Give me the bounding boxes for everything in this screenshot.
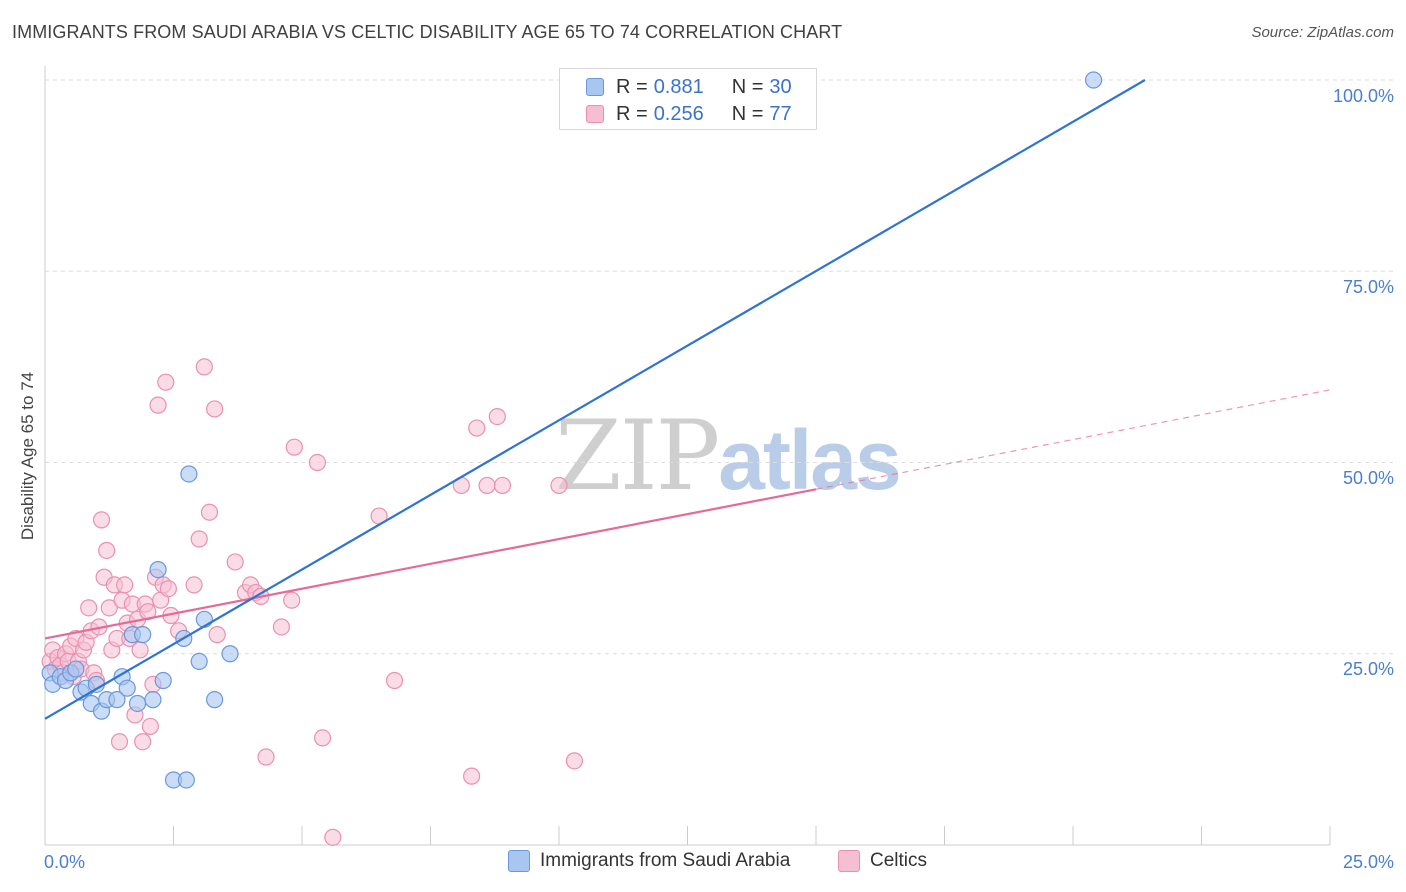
saudi-point (180, 465, 198, 483)
y-tick-label-25: 25.0% (1342, 659, 1394, 679)
legend-r-label: R = (616, 102, 648, 125)
saudi-point (221, 645, 239, 663)
saudi-point (67, 660, 85, 678)
celtics-point (195, 358, 213, 376)
celtics-point (283, 591, 301, 609)
saudi-point (154, 671, 172, 690)
legend-row-saudi: R = 0.881 N = 30 (586, 75, 792, 99)
celtics-point (208, 626, 226, 644)
saudi-point (108, 691, 126, 709)
bottom-legend-celtics: Celtics (838, 850, 927, 872)
saudi-point (195, 610, 213, 628)
celtics-point (98, 541, 116, 560)
saudi-point (1084, 71, 1103, 89)
celtics-point (313, 729, 332, 747)
legend-n-value: 30 (769, 75, 792, 98)
celtics-point (550, 476, 568, 495)
saudi-trend-line (44, 79, 1146, 720)
celtics-point (308, 453, 327, 472)
celtics-point (488, 408, 506, 426)
legend-row-celtics: R = 0.256 N = 77 (586, 102, 792, 126)
bottom-legend-swatch-blue (508, 850, 530, 872)
celtics-point (92, 511, 111, 529)
legend-r-value: 0.881 (653, 75, 704, 98)
saudi-point (177, 771, 195, 789)
celtics-point (159, 580, 177, 598)
celtics-point (134, 733, 152, 751)
celtics-point (324, 828, 342, 846)
y-tick-label-75: 75.0% (1342, 277, 1394, 297)
saudi-point (118, 679, 136, 697)
watermark: ZIPatlas (555, 400, 902, 512)
celtics-point (80, 599, 98, 617)
legend: R = 0.881 N = 30 R = 0.256 N = 77 (559, 68, 817, 130)
legend-n-label: N = (731, 75, 764, 98)
source-label: Source: ZipAtlas.com (1251, 24, 1394, 41)
celtics-point (468, 419, 486, 437)
legend-swatch-blue (586, 78, 604, 96)
bottom-legend-swatch-pink (838, 850, 860, 872)
watermark-zip: ZIP (555, 400, 720, 512)
chart-title: IMMIGRANTS FROM SAUDI ARABIA VS CELTIC D… (12, 22, 843, 42)
celtics-point (272, 618, 291, 636)
legend-n-label: N = (731, 102, 764, 125)
celtics-point (116, 576, 134, 594)
legend-r-value: 0.256 (653, 102, 704, 125)
celtics-point (206, 400, 224, 418)
celtics-trend-line (44, 488, 817, 640)
legend-n-value: 77 (769, 102, 792, 125)
bottom-legend-saudi: Immigrants from Saudi Arabia (508, 850, 790, 872)
celtics-point (141, 717, 159, 736)
celtics-point (149, 396, 167, 414)
saudi-point (134, 626, 152, 644)
bottom-legend-label-saudi: Immigrants from Saudi Arabia (540, 850, 791, 871)
celtics-point (285, 438, 303, 456)
celtics-point (110, 733, 129, 751)
bottom-legend-label-celtics: Celtics (870, 850, 928, 871)
celtics-point (478, 476, 496, 495)
celtics-trend-line-dashed (815, 389, 1331, 490)
celtics-point (463, 767, 481, 785)
saudi-point (149, 560, 167, 579)
celtics-point (185, 576, 203, 594)
celtics-point (100, 599, 118, 617)
celtics-point (565, 752, 584, 770)
celtics-point (257, 748, 275, 766)
saudi-point (190, 652, 208, 671)
saudi-point (128, 694, 147, 713)
legend-r-label: R = (616, 75, 648, 98)
celtics-point (190, 530, 208, 548)
x-tick-label-25: 25.0% (1342, 852, 1394, 872)
saudi-point (206, 691, 224, 709)
y-tick-label-50: 50.0% (1342, 468, 1394, 488)
celtics-point (131, 641, 149, 659)
legend-swatch-pink (586, 105, 604, 123)
celtics-point (200, 503, 219, 521)
celtics-point (157, 373, 175, 391)
celtics-point (493, 476, 512, 495)
celtics-point (226, 553, 244, 571)
x-tick-label-0: 0.0% (44, 852, 86, 872)
celtics-point (385, 671, 404, 690)
saudi-point (144, 691, 162, 709)
y-tick-label-100: 100.0% (1332, 86, 1394, 106)
